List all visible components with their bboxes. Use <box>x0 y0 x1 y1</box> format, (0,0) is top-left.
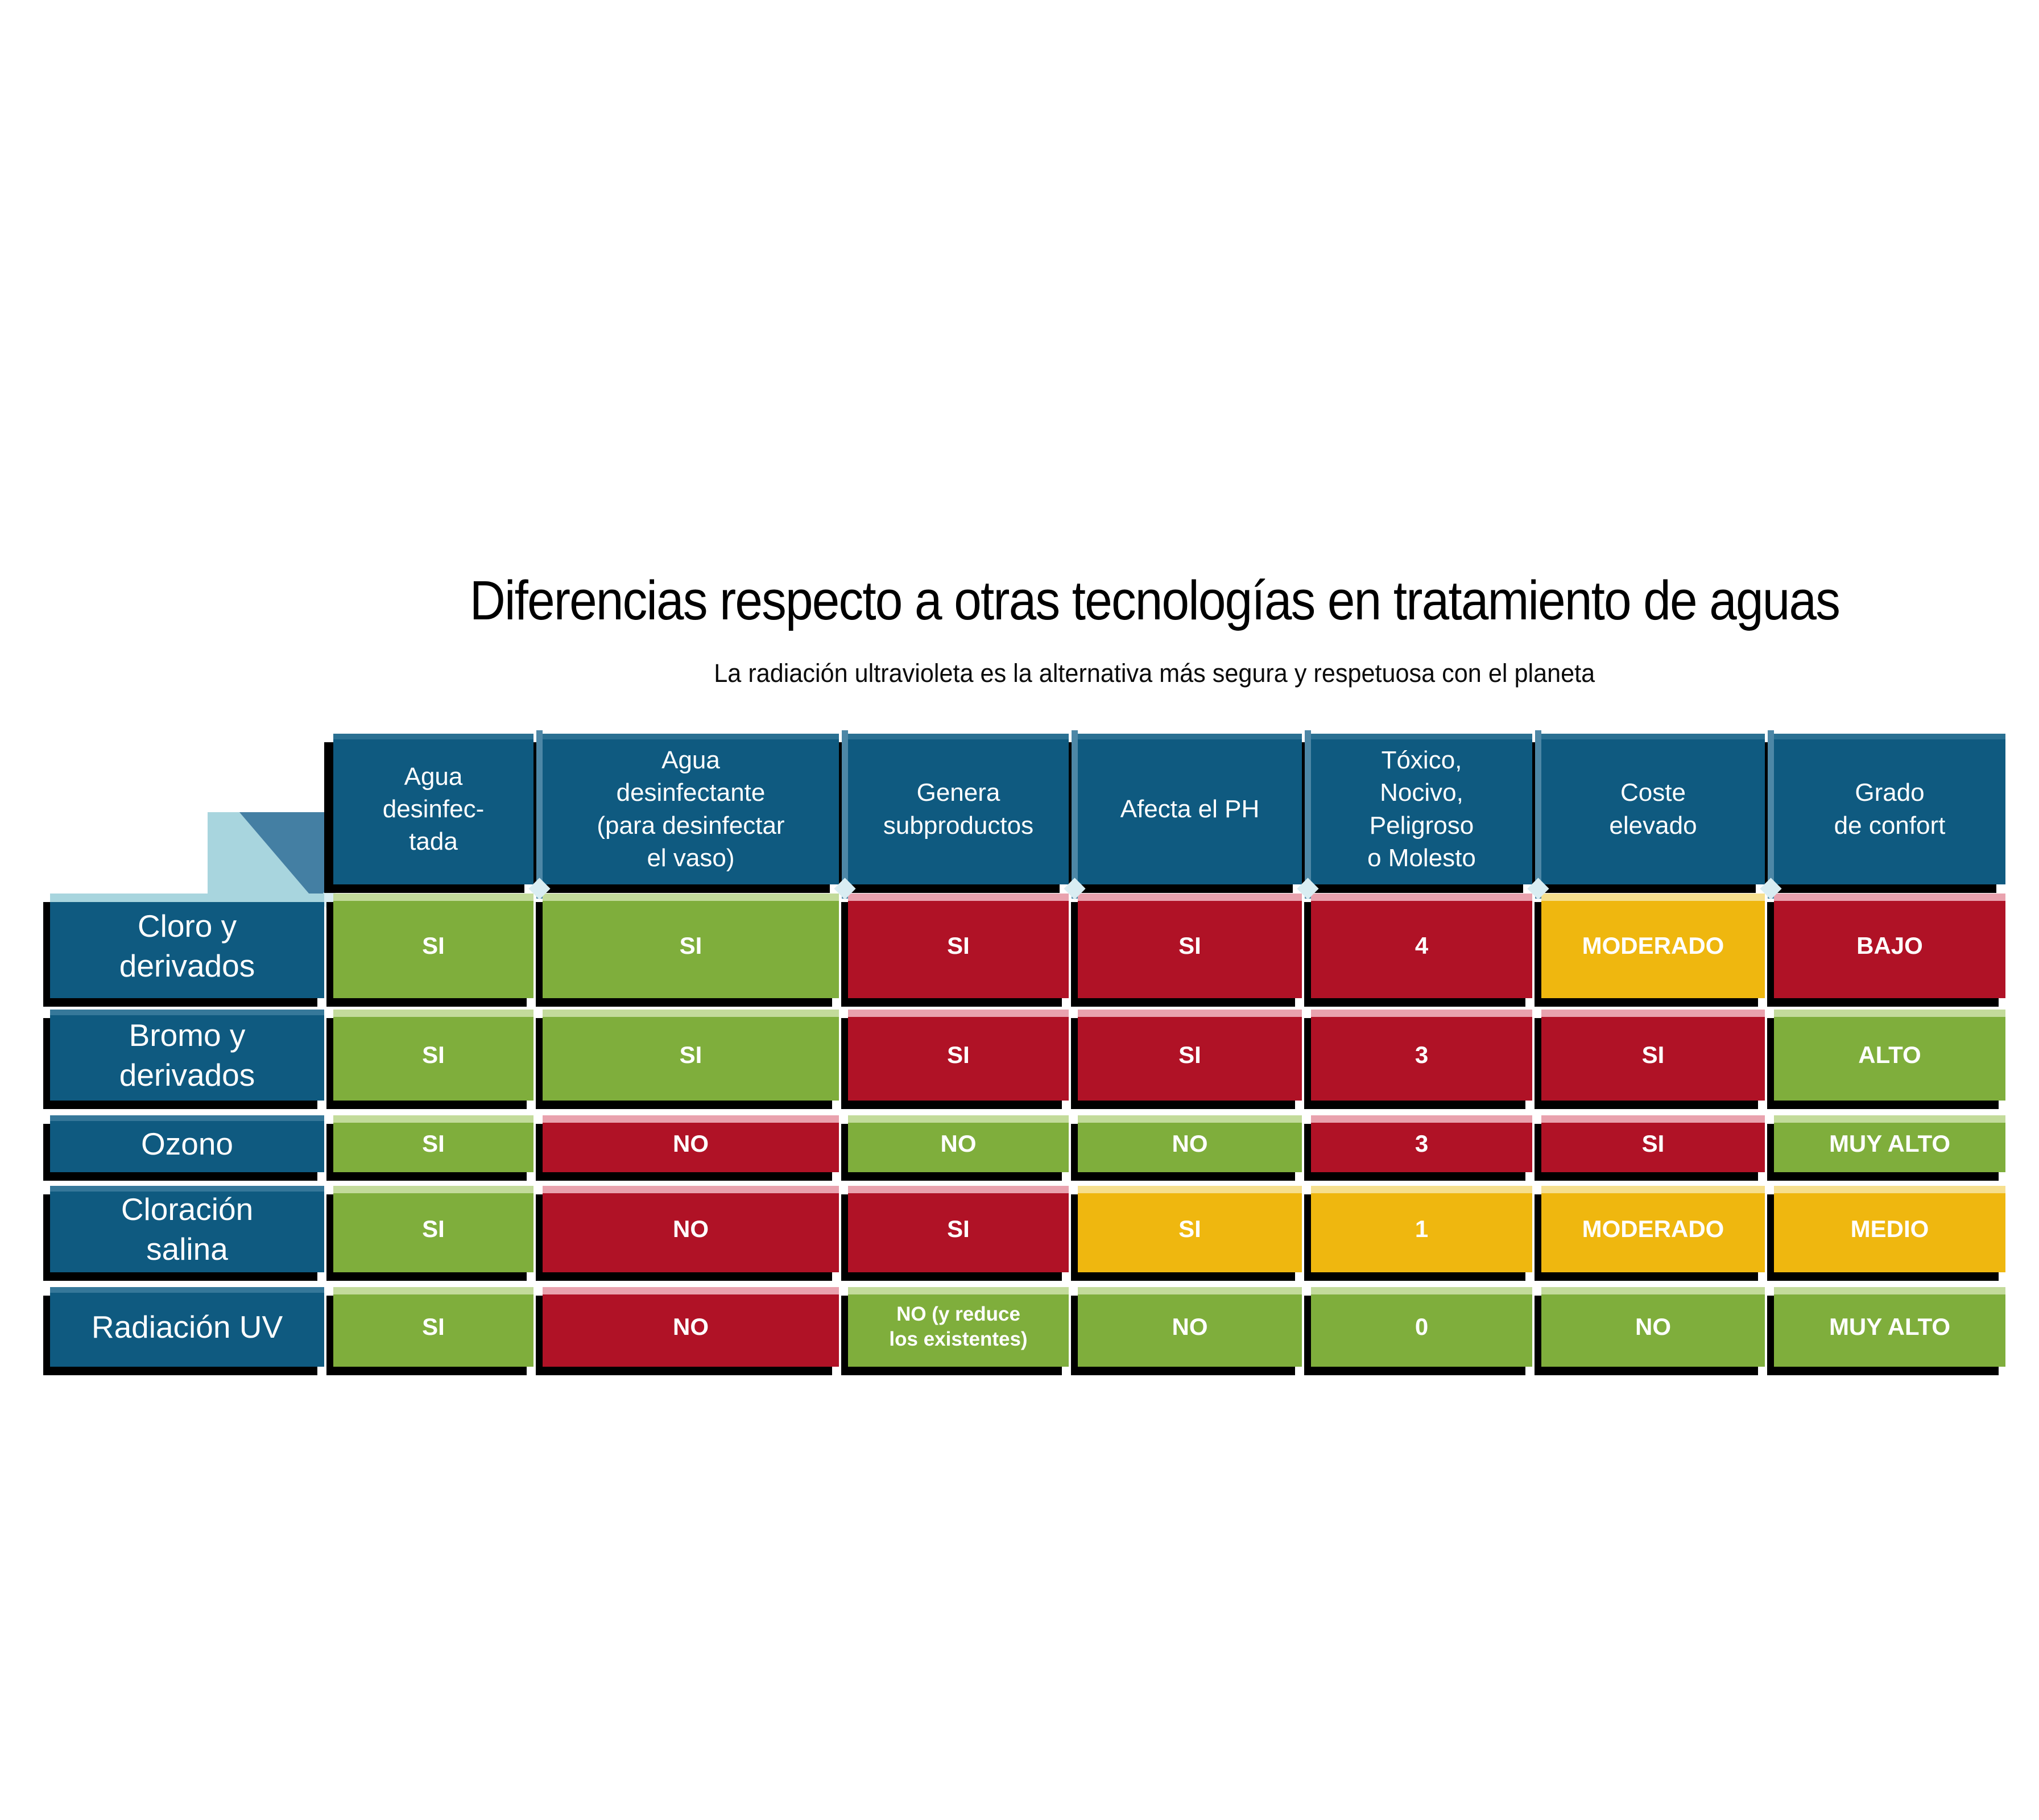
table-row: Cloración salina SI NO SI SI 1 MODERADO MEDIO <box>50 1186 2005 1272</box>
column-header: Agua desinfectante (para desinfectar el … <box>543 734 839 884</box>
header-connector-arrow-icon <box>842 730 848 899</box>
table-cell: MODERADO <box>1541 894 1765 998</box>
table-cell: MUY ALTO <box>1774 1287 2005 1367</box>
page-title: Diferencias respecto a otras tecnologías… <box>296 569 2013 632</box>
table-row: Ozono SI NO NO NO 3 SI MUY ALTO <box>50 1115 2005 1172</box>
header-connector-arrow-icon <box>1768 730 1774 899</box>
table-cell: SI <box>1541 1115 1765 1172</box>
table-cell: MEDIO <box>1774 1186 2005 1272</box>
table-cell: SI <box>1078 1186 1302 1272</box>
table-cell: SI <box>848 1010 1069 1101</box>
table-cell: 1 <box>1311 1186 1532 1272</box>
table-cell: NO <box>848 1115 1069 1172</box>
row-header: Cloro y derivados <box>50 894 324 998</box>
table-cell: SI <box>1541 1010 1765 1101</box>
table-cell: MUY ALTO <box>1774 1115 2005 1172</box>
table-cell: MODERADO <box>1541 1186 1765 1272</box>
table-cell: NO <box>543 1287 839 1367</box>
page-subtitle-text: La radiación ultravioleta es la alternat… <box>714 659 1595 688</box>
table-cell: SI <box>848 894 1069 998</box>
page-title-text: Diferencias respecto a otras tecnologías… <box>469 569 1841 631</box>
table-cell: SI <box>1078 1010 1302 1101</box>
table-cell: 3 <box>1311 1115 1532 1172</box>
table-cell: NO <box>1078 1115 1302 1172</box>
table-cell: NO <box>543 1115 839 1172</box>
table-cell: NO <box>543 1186 839 1272</box>
row-header: Bromo y derivados <box>50 1010 324 1101</box>
table-row: Cloro y derivados SI SI SI SI 4 MODERADO BAJO <box>50 894 2005 998</box>
table-header-row: Agua desinfec- tada Agua desinfectante (p… <box>50 730 2005 912</box>
table-cell: NO (y reduce los existentes) <box>848 1287 1069 1367</box>
table-cell: 4 <box>1311 894 1532 998</box>
table-cell: SI <box>333 1287 533 1367</box>
page-subtitle: La radiación ultravioleta es la alternat… <box>296 659 2013 688</box>
header-connector-arrow-icon <box>1535 730 1541 899</box>
table-cell: SI <box>543 894 839 998</box>
column-header: Genera subproductos <box>848 734 1069 884</box>
table-cell: SI <box>333 1010 533 1101</box>
column-header: Coste elevado <box>1541 734 1765 884</box>
table-cell: 3 <box>1311 1010 1532 1101</box>
table-cell: SI <box>333 1186 533 1272</box>
comparison-table: Agua desinfec- tada Agua desinfectante (p… <box>50 730 2005 1367</box>
table-cell: NO <box>1541 1287 1765 1367</box>
column-header: Grado de confort <box>1774 734 2005 884</box>
table-cell: ALTO <box>1774 1010 2005 1101</box>
column-header: Agua desinfec- tada <box>333 734 533 884</box>
table-cell: BAJO <box>1774 894 2005 998</box>
column-header: Afecta el PH <box>1078 734 1302 884</box>
table-cell: SI <box>543 1010 839 1101</box>
row-header: Cloración salina <box>50 1186 324 1272</box>
row-header: Radiación UV <box>50 1287 324 1367</box>
ribbon-fold-decoration <box>208 812 342 912</box>
table-row: Radiación UV SI NO NO (y reduce los existen… <box>50 1287 2005 1367</box>
table-body: Cloro y derivados SI SI SI SI 4 MODERADO BAJO Br… <box>50 894 2005 1367</box>
table-cell: SI <box>333 1115 533 1172</box>
header-connector-arrow-icon <box>536 730 543 899</box>
table-row: Bromo y derivados SI SI SI SI 3 SI ALTO <box>50 1010 2005 1101</box>
header-connector-arrow-icon <box>1305 730 1311 899</box>
table-cell: SI <box>1078 894 1302 998</box>
table-cell: NO <box>1078 1287 1302 1367</box>
table-cell: SI <box>333 894 533 998</box>
table-cell: SI <box>848 1186 1069 1272</box>
column-header: Tóxico, Nocivo, Peligroso o Molesto <box>1311 734 1532 884</box>
header-connector-arrow-icon <box>1072 730 1078 899</box>
row-header: Ozono <box>50 1115 324 1172</box>
table-cell: 0 <box>1311 1287 1532 1367</box>
